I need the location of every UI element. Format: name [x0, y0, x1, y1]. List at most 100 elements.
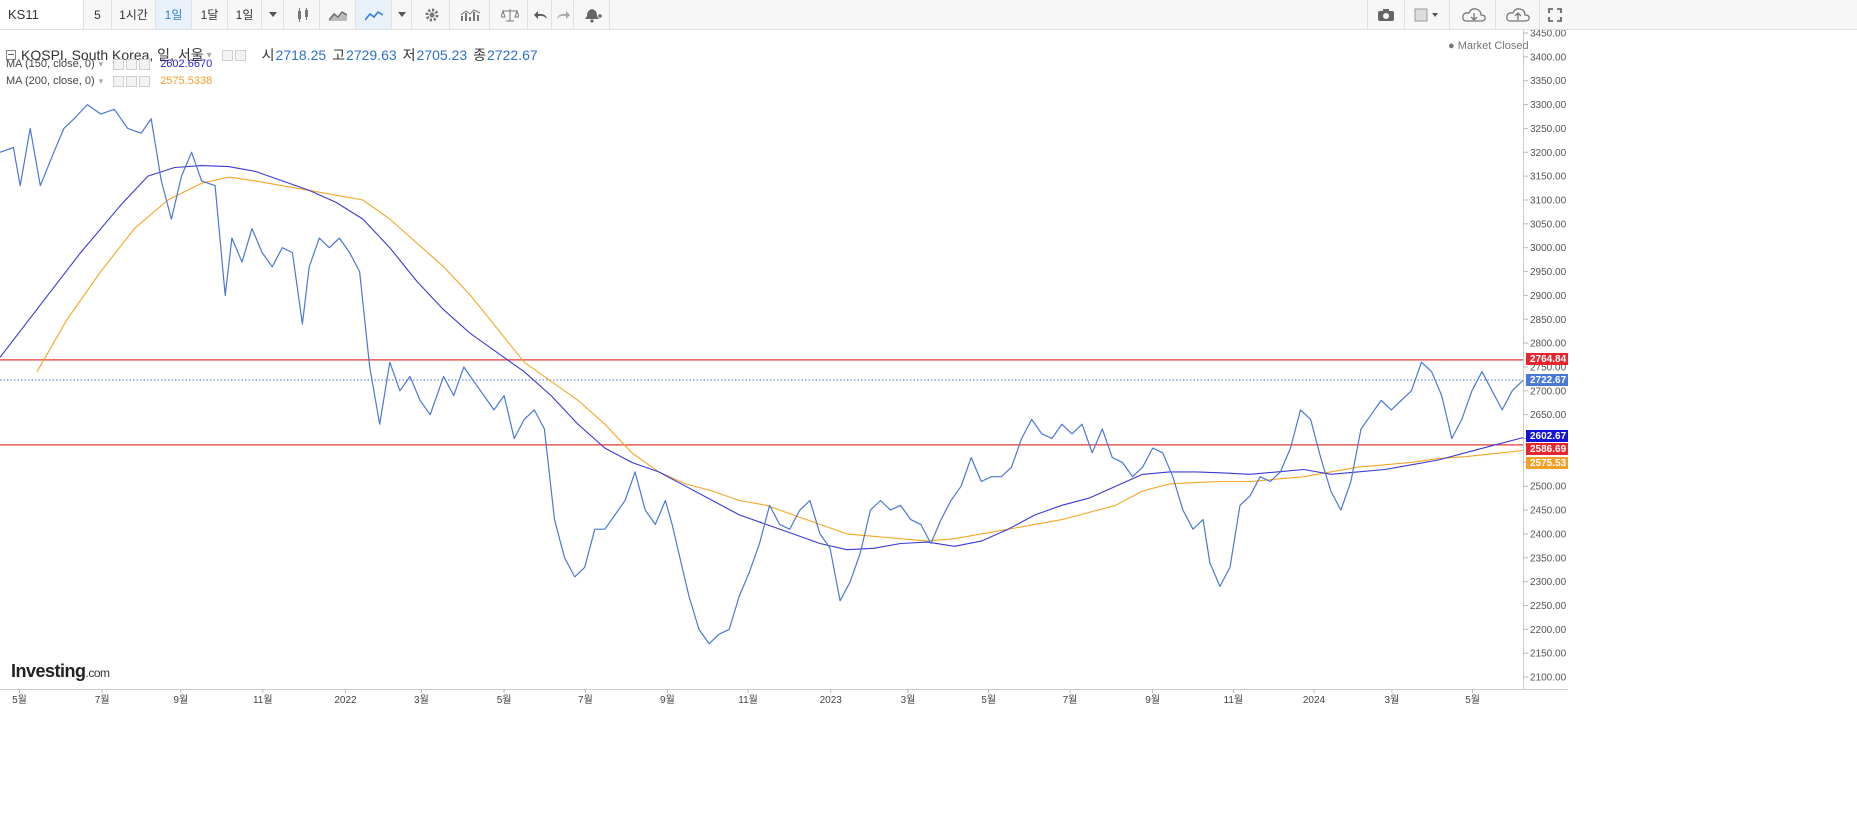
x-tick-label: 7월 — [1063, 694, 1078, 706]
x-tick-label: 11월 — [253, 694, 273, 706]
ohlc-low-label: 저 — [402, 47, 416, 63]
cloud-save-button[interactable] — [1496, 0, 1540, 29]
eye-icon[interactable] — [113, 58, 125, 70]
ma150-series-line[interactable] — [0, 165, 1524, 551]
x-tick-label: 5월 — [981, 694, 996, 706]
y-tick-label: 2650.00 — [1530, 410, 1567, 421]
interval-dropdown[interactable] — [262, 0, 284, 29]
y-tick-label: 3150.00 — [1530, 172, 1567, 183]
price-series-line[interactable] — [0, 104, 1524, 645]
ma200-controls[interactable] — [113, 75, 151, 87]
x-tick-label: 11월 — [738, 694, 758, 706]
chart-type-dropdown[interactable] — [392, 0, 412, 29]
y-tick-label: 2250.00 — [1530, 601, 1567, 612]
redo-icon — [556, 10, 570, 19]
ma200-label: MA (200, close, 0) — [6, 75, 95, 87]
price-tag-ma200: 2575.53 — [1526, 457, 1568, 469]
undo-button[interactable] — [530, 0, 552, 29]
fullscreen-icon — [1548, 7, 1562, 22]
ma200-series-line[interactable] — [36, 176, 1524, 542]
y-tick-label: 2450.00 — [1530, 506, 1567, 517]
market-status: ● Market Closed — [1448, 40, 1529, 52]
ohlc-close-label: 종 — [473, 47, 487, 63]
fullscreen-button[interactable] — [1540, 0, 1570, 29]
horizontal-lines — [0, 359, 1523, 446]
eye-icon[interactable] — [113, 75, 125, 87]
layout-icon — [1414, 8, 1438, 21]
y-tick-label: 2500.00 — [1530, 482, 1567, 493]
chevron-down-icon — [397, 12, 406, 17]
close-icon[interactable] — [139, 75, 151, 87]
x-tick-label: 9월 — [1145, 694, 1160, 706]
y-tick-label: 3300.00 — [1530, 100, 1567, 111]
interval-5[interactable]: 5 — [84, 0, 112, 29]
x-tick-label: 3월 — [1385, 694, 1400, 706]
cloud-load-button[interactable] — [1452, 0, 1496, 29]
investing-logo: Investing.com — [11, 661, 110, 682]
price-tag-ma150: 2602.67 — [1526, 430, 1568, 442]
symbol-input[interactable]: KS11 — [0, 0, 84, 29]
settings-icon[interactable] — [234, 49, 246, 61]
eye-icon[interactable] — [221, 49, 233, 61]
interval-1w[interactable]: 1달 — [192, 0, 228, 29]
close-icon[interactable] — [139, 58, 151, 70]
axis-corner — [1524, 690, 1568, 706]
y-tick-label: 3250.00 — [1530, 124, 1567, 135]
instrument-legend: KOSPI, South Korea, 일, 서울 ▾ 시 2718.25 고 27… — [6, 45, 538, 65]
y-tick-label: 3000.00 — [1530, 243, 1567, 254]
ma150-legend: MA (150, close, 0) ▾ 2602.6670 — [6, 58, 212, 70]
y-tick-label: 3400.00 — [1530, 52, 1567, 63]
x-tick-label: 7월 — [578, 694, 593, 706]
y-tick-label: 2750.00 — [1530, 362, 1567, 373]
interval-1h[interactable]: 1시간 — [112, 0, 156, 29]
chevron-down-icon[interactable]: ▾ — [98, 58, 104, 69]
x-tick-label: 2023 — [820, 695, 843, 706]
toolbar: KS11 5 1시간 1일 1달 1일 — [0, 0, 1857, 30]
redo-button[interactable] — [552, 0, 574, 29]
line-chart-button[interactable] — [356, 0, 392, 29]
instrument-name: KOSPI, South Korea, 일, 서울 — [21, 47, 204, 63]
logo-suffix: .com — [85, 666, 111, 680]
y-tick-label: 2850.00 — [1530, 315, 1567, 326]
x-tick-label: 5월 — [497, 694, 512, 706]
ma150-value: 2602.6670 — [160, 58, 213, 70]
ohlc-open-value: 2718.25 — [275, 47, 327, 63]
x-tick-label: 11월 — [1224, 694, 1244, 706]
settings-icon[interactable] — [126, 58, 138, 70]
candle-chart-button[interactable] — [286, 0, 320, 29]
collapse-icon[interactable] — [6, 50, 16, 60]
price-tag-support: 2586.69 — [1526, 443, 1568, 455]
ohlc-close-value: 2722.67 — [487, 47, 538, 63]
snapshot-button[interactable] — [1367, 0, 1405, 29]
ma150-controls[interactable] — [113, 58, 151, 70]
settings-button[interactable] — [414, 0, 450, 29]
ma150-label: MA (150, close, 0) — [6, 58, 95, 70]
ohlc-open-label: 시 — [261, 47, 275, 63]
market-status-text: Market Closed — [1457, 40, 1529, 52]
chart-canvas[interactable]: 2100.00 2150.00 2200.00 2250.00 2300.00 2350.… — [0, 30, 1568, 706]
area-chart-button[interactable] — [320, 0, 356, 29]
y-tick-label: 2150.00 — [1530, 649, 1567, 660]
settings-icon[interactable] — [126, 75, 138, 87]
y-tick-label: 3450.00 — [1530, 30, 1567, 40]
chevron-down-icon[interactable]: ▾ — [206, 49, 212, 61]
x-tick-label: 3월 — [901, 694, 916, 706]
ma200-legend: MA (200, close, 0) ▾ 2575.5338 — [6, 75, 212, 87]
layout-button[interactable] — [1405, 0, 1450, 29]
y-tick-label: 2900.00 — [1530, 291, 1567, 302]
interval-1d[interactable]: 1일 — [156, 0, 192, 29]
y-tick-label: 2400.00 — [1530, 529, 1567, 540]
interval-1m[interactable]: 1일 — [228, 0, 262, 29]
chevron-down-icon[interactable]: ▾ — [98, 75, 104, 86]
bell-icon — [584, 8, 602, 23]
x-tick-label: 5월 — [1465, 694, 1480, 706]
compare-button[interactable] — [492, 0, 528, 29]
line-chart-icon — [364, 10, 383, 21]
alert-button[interactable] — [576, 0, 610, 29]
ohlc-low-value: 2705.23 — [416, 47, 468, 63]
legend-controls[interactable] — [221, 49, 246, 61]
chevron-down-icon — [268, 12, 277, 17]
x-tick-label: 9월 — [660, 694, 675, 706]
x-axis: 5월 7월 9월 11월 2022 3월 5월 7월 9월 11월 2023 3월 5월 7월 9월 11월 2… — [0, 689, 1568, 706]
indicators-button[interactable] — [452, 0, 490, 29]
